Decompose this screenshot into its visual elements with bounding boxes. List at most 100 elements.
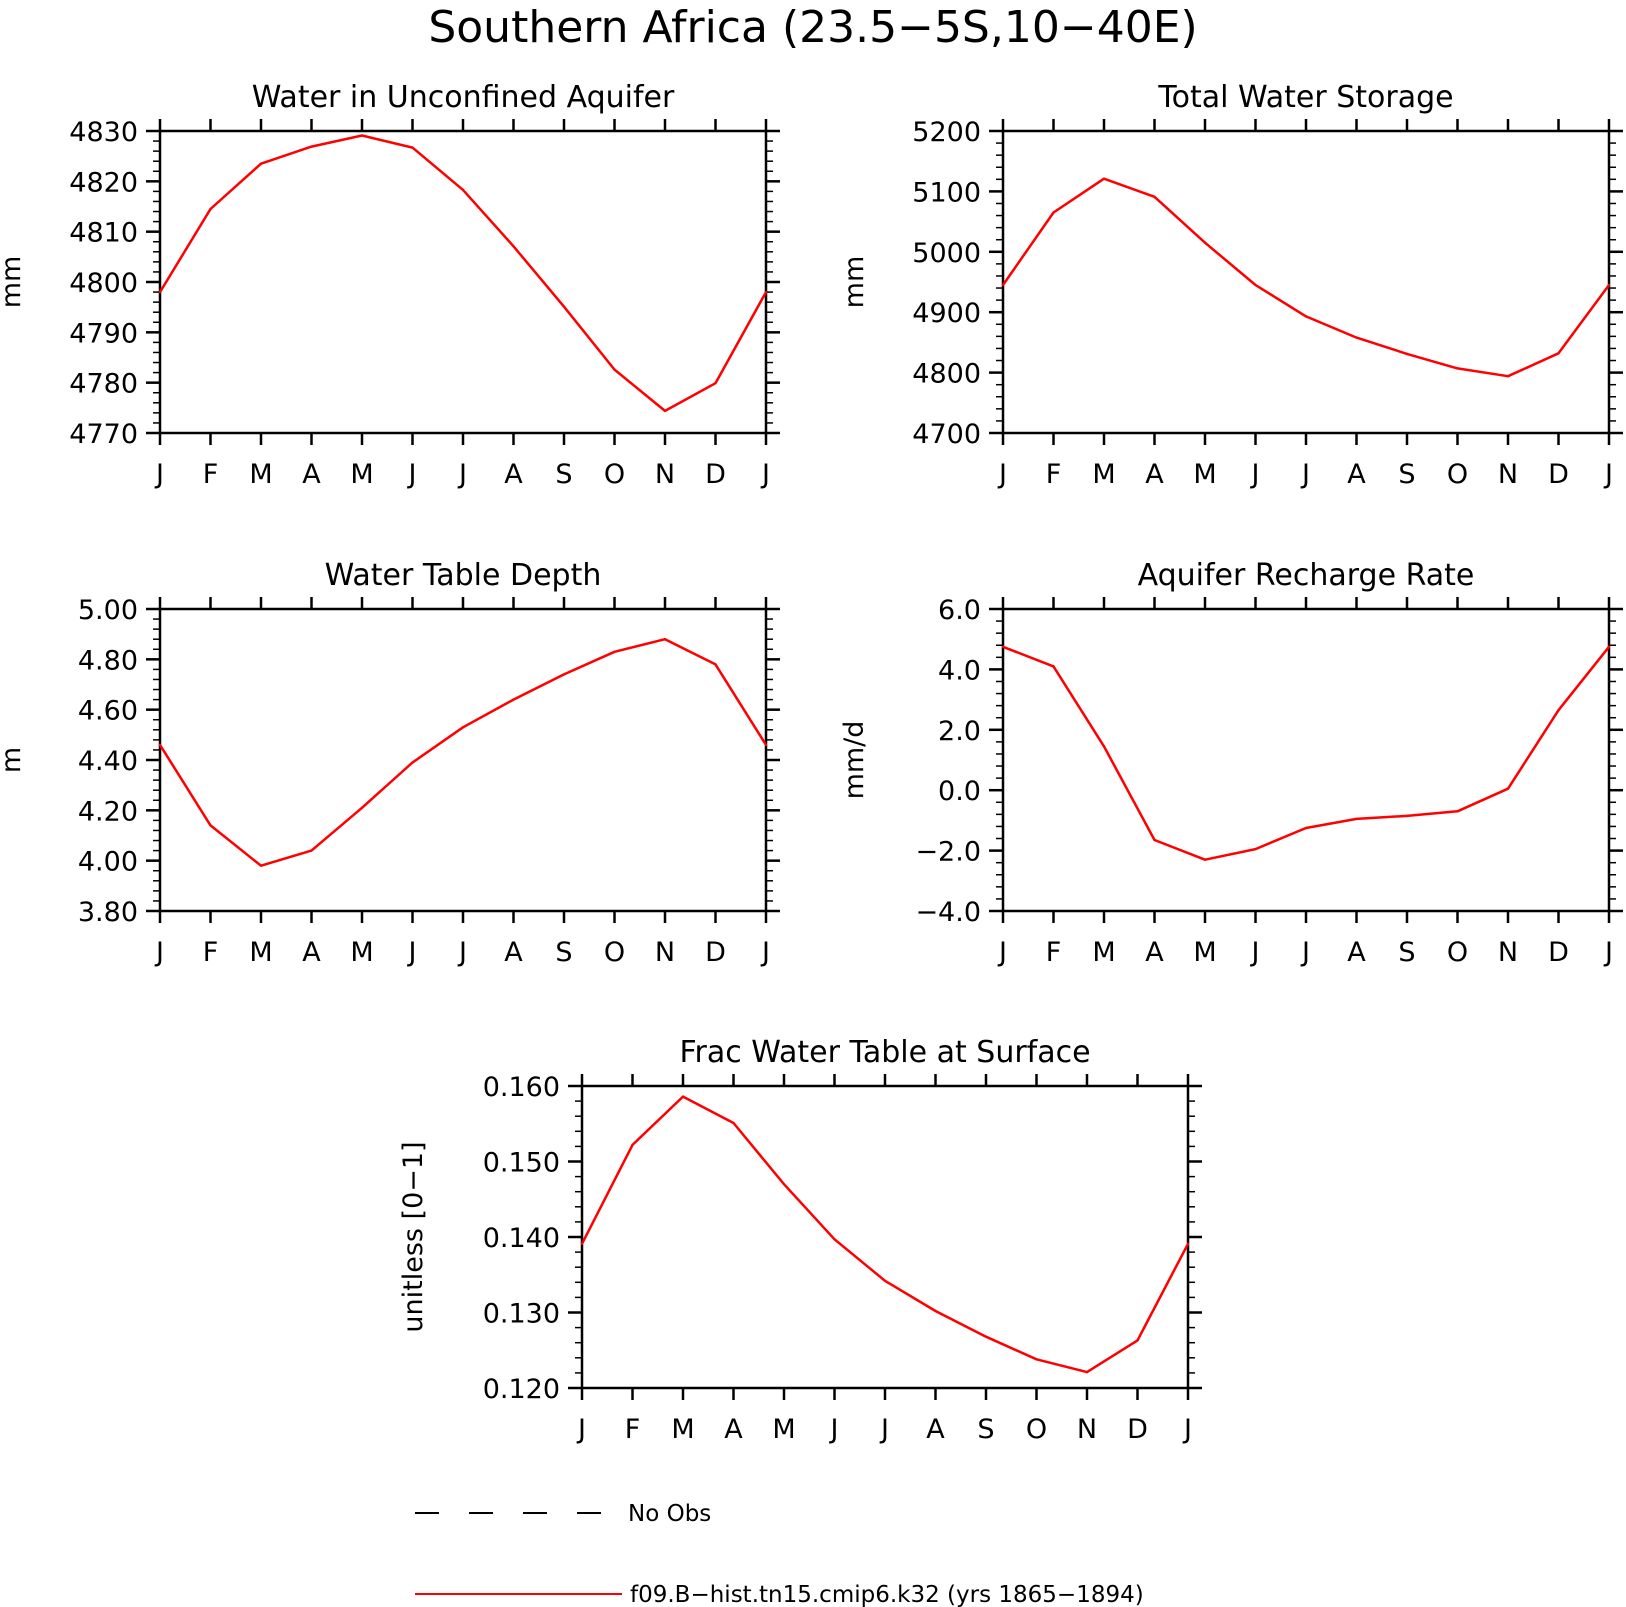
x-tick-label: D (705, 937, 726, 968)
x-tick-label: J (154, 937, 164, 968)
data-point (681, 1095, 685, 1098)
x-tick-label: J (407, 459, 417, 490)
data-point (1355, 336, 1358, 339)
y-tick-label: −4.0 (915, 897, 981, 928)
y-tick-label: 4810 (69, 218, 138, 249)
data-point (1102, 177, 1106, 180)
data-point (360, 134, 364, 137)
y-tick-label: 4.60 (78, 696, 138, 727)
x-tick-label: F (1046, 937, 1062, 968)
data-point (1607, 283, 1611, 287)
x-tick-label: A (504, 459, 523, 490)
y-tick-label: 4820 (69, 167, 138, 198)
data-point (833, 1238, 836, 1241)
panel-title: Total Water Storage (1157, 80, 1453, 115)
y-tick-label: 0.120 (483, 1374, 560, 1405)
x-tick-label: F (625, 1414, 641, 1445)
y-tick-label: 0.150 (483, 1148, 560, 1179)
y-tick-label: 4790 (69, 318, 138, 349)
data-point (631, 1143, 634, 1147)
y-tick-label: 4.40 (78, 746, 138, 777)
x-tick-label: A (1145, 937, 1164, 968)
data-point (209, 824, 212, 827)
x-tick-label: M (671, 1414, 694, 1445)
x-tick-label: A (302, 459, 321, 490)
x-tick-label: M (1193, 937, 1216, 968)
data-point (1001, 645, 1005, 648)
data-point (1405, 352, 1409, 356)
data-point (984, 1335, 988, 1338)
data-point (580, 1242, 584, 1245)
y-tick-label: 4770 (69, 419, 138, 450)
x-tick-label: D (705, 459, 726, 490)
data-point (209, 207, 212, 211)
data-point (310, 145, 313, 148)
y-tick-label: 5100 (912, 177, 981, 208)
data-point (259, 162, 263, 165)
x-tick-label: J (760, 937, 770, 968)
legend-label-no-obs: No Obs (628, 1501, 711, 1527)
y-axis-label: mm (0, 256, 27, 309)
x-tick-label: J (1182, 1414, 1192, 1445)
data-point (1607, 645, 1611, 648)
data-point (934, 1309, 937, 1313)
x-tick-label: N (655, 937, 675, 968)
data-point (512, 245, 515, 248)
y-tick-label: 0.160 (483, 1072, 560, 1103)
x-tick-label: J (997, 937, 1007, 968)
x-tick-label: A (926, 1414, 945, 1445)
x-tick-label: N (1498, 937, 1518, 968)
x-tick-label: J (1603, 459, 1613, 490)
panel-title: Water in Unconfined Aquifer (252, 80, 675, 115)
x-tick-label: O (1026, 1414, 1047, 1445)
data-point (1557, 708, 1560, 712)
x-tick-label: D (1127, 1414, 1148, 1445)
panel-title: Water Table Depth (325, 558, 602, 593)
x-tick-label: M (1193, 459, 1216, 490)
data-point (310, 849, 313, 852)
data-point (1153, 838, 1156, 842)
data-point (1186, 1242, 1190, 1245)
y-axis-label: unitless [0−1] (398, 1141, 429, 1332)
x-tick-label: O (604, 459, 625, 490)
y-tick-label: 4800 (69, 268, 138, 299)
plot-frame (1001, 607, 1611, 913)
y-tick-label: 0.130 (483, 1299, 560, 1330)
x-tick-label: J (154, 459, 164, 490)
data-point (714, 381, 717, 385)
figure-title: Southern Africa (23.5−5S,10−40E) (428, 2, 1197, 53)
y-axis-label: m (0, 747, 27, 773)
x-tick-label: M (1092, 459, 1115, 490)
data-point (663, 638, 667, 641)
x-tick-label: M (350, 459, 373, 490)
data-point (613, 650, 616, 653)
y-tick-label: 2.0 (938, 716, 981, 747)
data-point (1506, 787, 1510, 790)
x-tick-label: J (457, 459, 467, 490)
y-tick-label: 0.0 (938, 776, 981, 807)
x-tick-label: O (1447, 937, 1468, 968)
x-tick-label: F (203, 459, 219, 490)
data-point (158, 743, 162, 747)
legend-label-model-run: f09.B−hist.tn15.cmip6.k32 (yrs 1865−1894… (630, 1582, 1144, 1607)
y-tick-label: 4900 (912, 298, 981, 329)
x-tick-label: M (772, 1414, 795, 1445)
data-point (764, 290, 768, 294)
x-tick-label: D (1548, 937, 1569, 968)
data-point (259, 864, 263, 867)
data-point (1304, 315, 1308, 318)
x-tick-label: A (1347, 937, 1366, 968)
x-tick-label: A (1145, 459, 1164, 490)
x-tick-label: A (724, 1414, 743, 1445)
plot-frame (158, 607, 768, 913)
y-tick-label: 4830 (69, 117, 138, 148)
y-tick-label: 5000 (912, 238, 981, 269)
data-point (1203, 241, 1207, 244)
x-tick-label: M (1092, 937, 1115, 968)
x-tick-label: N (655, 459, 675, 490)
y-tick-label: 4800 (912, 359, 981, 390)
